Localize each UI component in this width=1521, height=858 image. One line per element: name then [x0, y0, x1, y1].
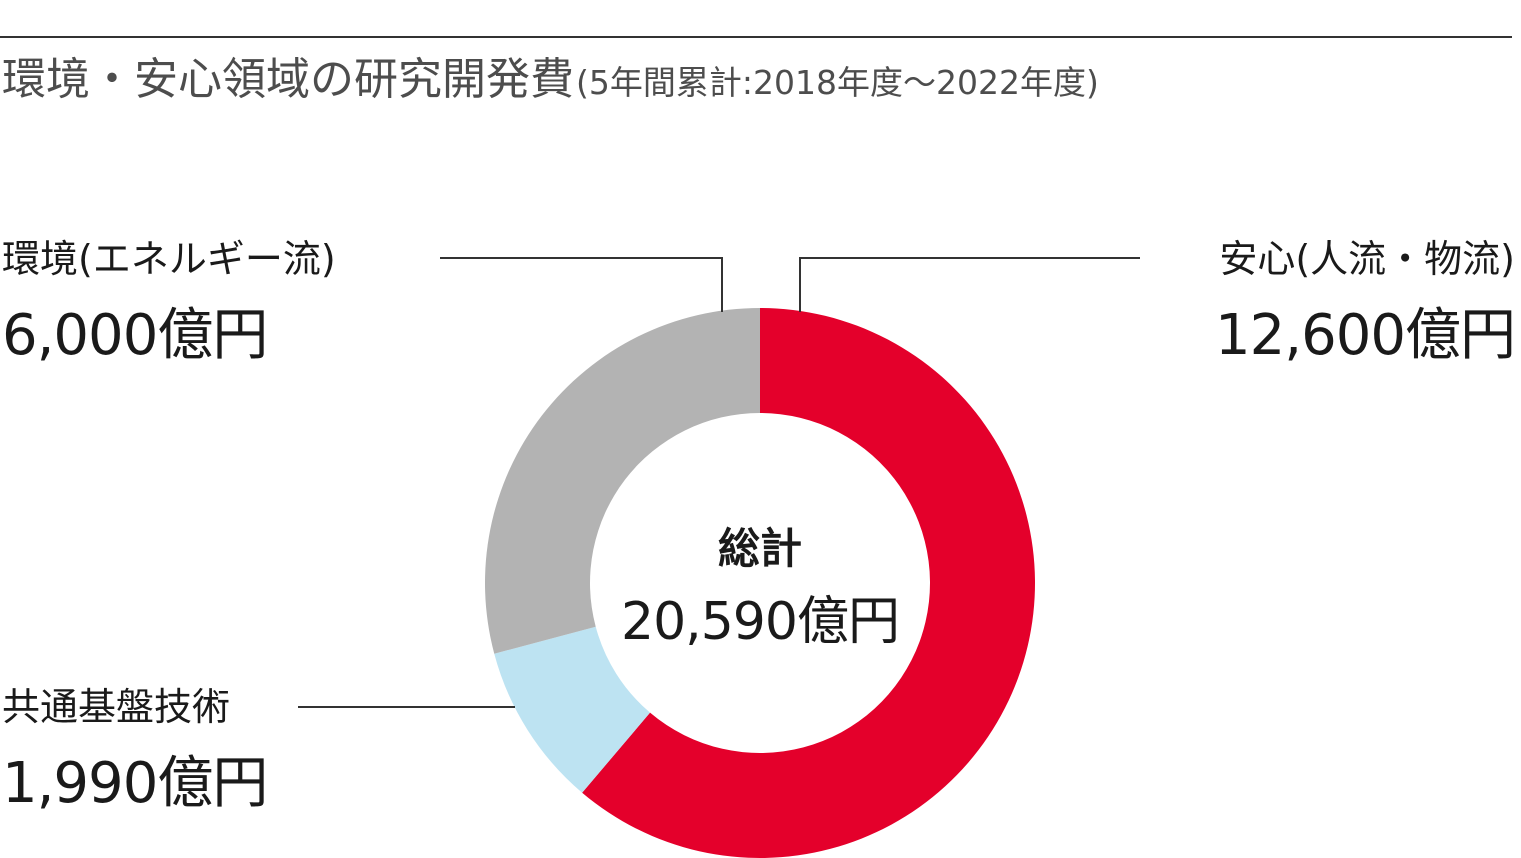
slice-label-environment: 環境(エネルギー流) [2, 237, 336, 281]
leader-line-environment [440, 257, 723, 312]
top-rule [0, 36, 1512, 38]
leader-line-safety [799, 257, 1140, 312]
slice-label-common-tech: 共通基盤技術 [2, 685, 231, 729]
donut-slices [484, 308, 1035, 858]
donut-center-label: 総計 [717, 524, 802, 573]
chart-title-block: 環境・安心領域の研究開発費(5年間累計:2018年度〜2022年度) [2, 58, 1099, 102]
leader-lines [298, 257, 1140, 708]
chart-subtitle: (5年間累計:2018年度〜2022年度) [576, 63, 1099, 102]
slice-common-tech [494, 626, 651, 793]
slice-environment [484, 308, 760, 654]
slice-safety [582, 308, 1035, 858]
chart-title: 環境・安心領域の研究開発費 [2, 54, 574, 105]
slice-value-safety: 12,600億円 [1215, 303, 1516, 368]
donut-center-value: 20,590億円 [621, 592, 900, 652]
slice-value-common-tech: 1,990億円 [2, 751, 268, 816]
slice-value-environment: 6,000億円 [2, 303, 268, 368]
slice-label-safety: 安心(人流・物流) [1219, 237, 1515, 281]
